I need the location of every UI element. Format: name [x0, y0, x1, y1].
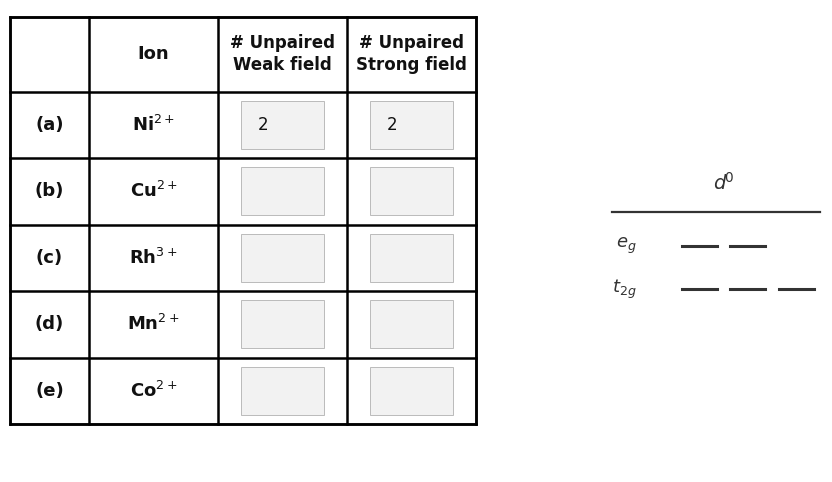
Text: (a): (a)	[35, 116, 64, 134]
Bar	[241, 367, 324, 415]
Text: $e_g$: $e_g$	[616, 236, 636, 256]
Text: 2: 2	[258, 116, 269, 134]
Text: (d): (d)	[35, 315, 64, 334]
Text: (e): (e)	[35, 382, 64, 400]
Bar	[370, 167, 453, 215]
Text: Ion: Ion	[137, 45, 170, 63]
Bar	[370, 101, 453, 149]
Text: $t_{2g}$: $t_{2g}$	[612, 278, 636, 301]
Text: $d^{\!0}$: $d^{\!0}$	[713, 172, 735, 194]
Bar	[370, 300, 453, 348]
Bar	[10, 17, 476, 424]
Bar	[241, 101, 324, 149]
Text: # Unpaired
Strong field: # Unpaired Strong field	[356, 34, 467, 74]
Text: # Unpaired
Weak field: # Unpaired Weak field	[230, 34, 335, 74]
Bar	[241, 167, 324, 215]
Bar	[370, 367, 453, 415]
Text: Co$^{2+}$: Co$^{2+}$	[130, 381, 177, 401]
Bar	[241, 234, 324, 282]
Text: Rh$^{3+}$: Rh$^{3+}$	[129, 248, 178, 268]
Text: (c): (c)	[36, 249, 63, 267]
Bar	[241, 300, 324, 348]
Text: 2: 2	[387, 116, 398, 134]
Text: Cu$^{2+}$: Cu$^{2+}$	[130, 181, 177, 201]
Text: Mn$^{2+}$: Mn$^{2+}$	[127, 314, 180, 335]
Bar	[370, 234, 453, 282]
Text: Ni$^{2+}$: Ni$^{2+}$	[132, 115, 175, 135]
Text: (b): (b)	[35, 182, 64, 201]
